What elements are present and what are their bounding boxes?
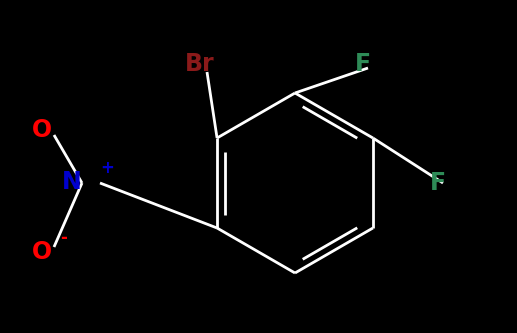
Text: F: F	[355, 52, 371, 76]
Text: O: O	[32, 240, 52, 264]
Text: -: -	[60, 229, 67, 247]
Text: N: N	[62, 170, 82, 194]
Text: O: O	[32, 118, 52, 142]
Text: Br: Br	[185, 52, 215, 76]
Text: +: +	[100, 159, 114, 177]
Text: F: F	[430, 171, 446, 195]
